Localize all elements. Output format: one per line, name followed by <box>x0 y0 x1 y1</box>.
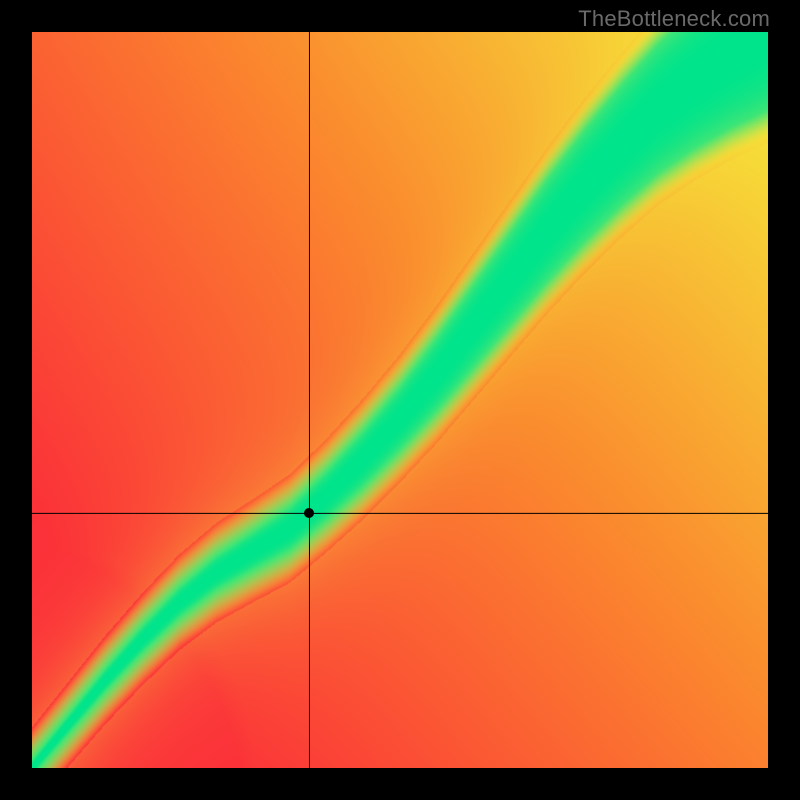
watermark-text: TheBottleneck.com <box>578 6 770 32</box>
root: TheBottleneck.com <box>0 0 800 800</box>
bottleneck-heatmap <box>32 32 768 768</box>
